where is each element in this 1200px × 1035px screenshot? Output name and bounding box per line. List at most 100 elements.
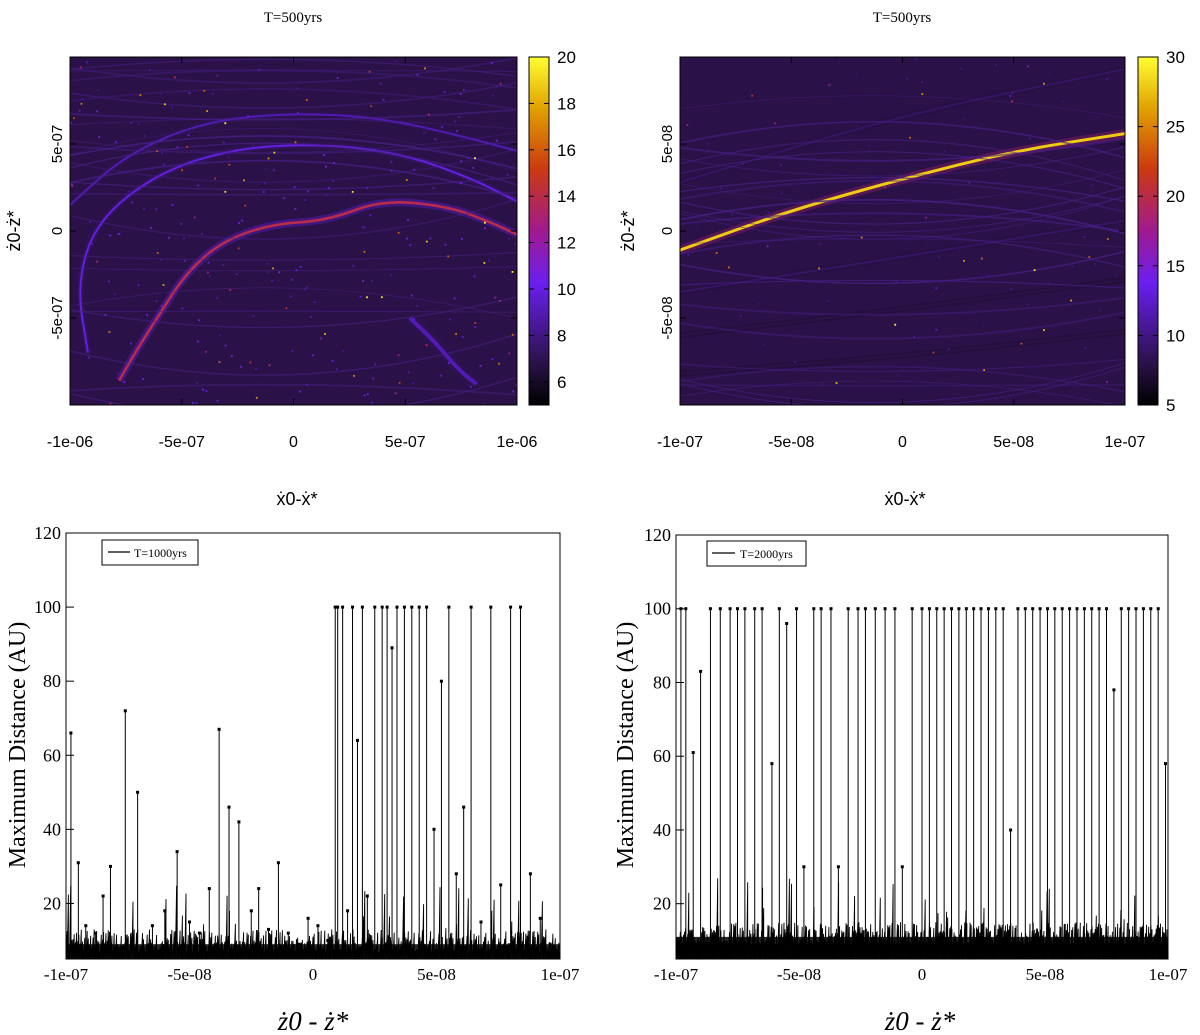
line-1-point — [217, 727, 221, 731]
line-2-point — [770, 762, 774, 766]
heatmap-2-streak — [680, 238, 1125, 248]
heatmap-2-cell — [1094, 263, 1096, 266]
line-1-point — [207, 887, 211, 891]
line-2-point — [979, 607, 983, 611]
colorbar-2-tick-label: 30 — [1166, 48, 1185, 67]
heatmap-1-cell — [215, 236, 218, 239]
heatmap-2-background — [680, 57, 1125, 405]
heatmap-1-colorbar — [528, 56, 550, 406]
heatmap-1-streak — [70, 81, 517, 109]
heatmap-1-cell — [370, 105, 373, 108]
line-2-point — [994, 607, 998, 611]
line-1-x-tick-label: 5e-08 — [417, 965, 456, 984]
line-1-point — [286, 931, 290, 935]
heatmap-1-cell — [336, 368, 338, 371]
heatmap-1-cell — [498, 300, 501, 302]
heatmap-1-cell — [398, 381, 401, 384]
heatmap-2-cell — [751, 94, 754, 97]
line-1-point — [123, 709, 127, 713]
heatmap-1-cell — [366, 296, 368, 299]
heatmap-1-cell — [297, 112, 299, 114]
heatmap-1-cell — [201, 233, 203, 236]
heatmap-2-cell — [958, 249, 961, 252]
heatmap-1-cell — [293, 186, 296, 189]
heatmap-2-x-tick-label: -1e-07 — [657, 434, 703, 451]
heatmap-1-cell — [227, 156, 230, 158]
heatmap-1-streak — [70, 252, 517, 261]
heatmap-1-cell — [458, 116, 461, 118]
heatmap-1-cell — [491, 358, 494, 361]
line-2-x-tick-label: 1e-07 — [1149, 965, 1188, 984]
heatmap-1-cell — [416, 73, 419, 76]
heatmap-1-cell — [216, 399, 219, 402]
heatmap-1-cell — [494, 296, 497, 299]
heatmap-1-cell — [411, 382, 414, 385]
line-1-point — [519, 605, 522, 609]
heatmap-panel-1: T=500yrs -1e-06 -5e-07 0 5e-07 1e-06 -5e-07 0 5… — [4, 10, 576, 509]
heatmap-2-cell — [827, 300, 830, 302]
heatmap-1-cell — [109, 402, 112, 405]
heatmap-1-cell — [441, 126, 443, 129]
heatmap-2-cell — [913, 335, 915, 338]
heatmap-1-cell — [410, 294, 413, 297]
heatmap-2-streak — [680, 279, 1125, 289]
heatmap-2-cell — [1088, 241, 1091, 243]
line-1-point — [69, 731, 73, 735]
heatmap-1-cell — [114, 293, 116, 295]
line-2-point — [736, 607, 739, 611]
heatmap-1-cell — [382, 98, 385, 101]
heatmap-1-cell — [459, 93, 462, 95]
heatmap-2-cell — [856, 125, 859, 128]
line-2-point — [950, 607, 953, 611]
heatmap-1-cell — [197, 184, 199, 187]
heatmap-1-cell — [390, 169, 393, 172]
heatmap-1-cell — [345, 114, 348, 117]
heatmap-1-cell — [255, 368, 257, 370]
heatmap-2-cell — [758, 303, 761, 305]
line-2-point — [893, 607, 897, 611]
heatmap-2-cell — [935, 287, 938, 290]
heatmap-2-cell — [807, 281, 809, 283]
heatmap-2-cell — [1084, 347, 1086, 350]
heatmap-1-cell — [285, 307, 288, 310]
line-1-point — [538, 916, 542, 920]
heatmap-1-cell — [161, 152, 163, 154]
heatmap-1-cell — [98, 135, 100, 138]
heatmap-1-cell — [216, 74, 219, 77]
heatmap-2-cell — [982, 324, 985, 327]
heatmap-2-streak — [680, 95, 1125, 119]
heatmap-2-cell — [984, 275, 987, 278]
line-1-point — [351, 605, 354, 609]
line-1-point — [489, 605, 493, 609]
heatmap-2-streak — [680, 139, 1125, 182]
heatmap-1-cell — [240, 365, 242, 368]
line-1-point — [402, 605, 406, 609]
heatmap-1-cell — [394, 392, 397, 395]
line-2-point — [760, 607, 764, 611]
heatmap-1-cell — [492, 94, 494, 97]
heatmap-2-y-tick-label: 5e-08 — [659, 125, 676, 163]
heatmap-1-cell — [336, 77, 339, 79]
heatmap-1-cell — [187, 134, 190, 137]
heatmap-1-speckle — [70, 57, 517, 405]
heatmap-1-cell — [353, 375, 355, 377]
line-2-point — [1127, 607, 1131, 611]
heatmap-1-cell — [283, 197, 285, 200]
heatmap-2-cell — [686, 124, 689, 126]
heatmap-2-cell — [1073, 156, 1076, 159]
heatmap-1-cell — [379, 82, 382, 85]
heatmap-1-cell — [205, 390, 208, 392]
line-2-point — [777, 607, 781, 611]
heatmap-1-cell — [224, 344, 227, 347]
heatmap-1-cell — [143, 208, 145, 210]
colorbar-1-tick-label: 20 — [557, 48, 576, 67]
heatmap-1-cell — [312, 354, 314, 357]
heatmap-1-cell — [255, 396, 258, 399]
line-1-point — [356, 738, 359, 742]
heatmap-2-cell — [935, 328, 938, 331]
heatmap-1-cell — [397, 354, 400, 357]
heatmap-1-cell — [160, 259, 163, 261]
heatmap-1-cell — [408, 371, 410, 374]
heatmap-1-cell — [324, 333, 326, 335]
heatmap-1-cell — [272, 169, 275, 172]
